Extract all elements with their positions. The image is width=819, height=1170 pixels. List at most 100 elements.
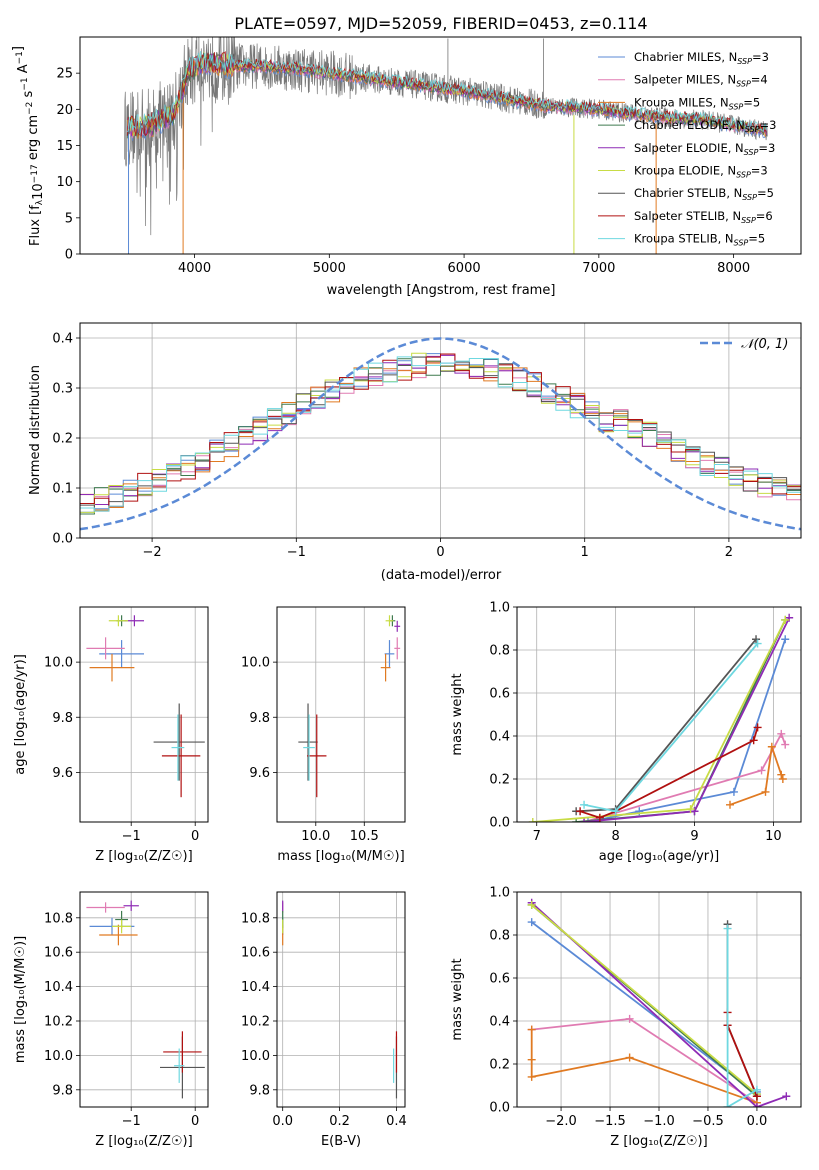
mass-weight-line	[726, 928, 758, 1107]
plus-marker	[595, 813, 604, 822]
plus-marker	[753, 723, 762, 732]
plus-marker	[580, 818, 589, 822]
y-tick-label: 0.4	[489, 730, 510, 745]
plus-marker	[753, 639, 762, 648]
plus-marker	[781, 615, 790, 624]
y-axis-label: mass weight	[450, 958, 465, 1040]
plus-marker	[528, 818, 537, 822]
x-tick-label: 4000	[178, 261, 211, 276]
histogram-step	[80, 353, 801, 507]
y-tick-label: 0.4	[52, 332, 73, 347]
y-tick-label: 1.0	[489, 886, 510, 901]
legend-label: Salpeter STELIB, NSSP=6	[634, 209, 773, 225]
y-tick-label: 0.2	[52, 432, 73, 447]
plus-marker	[757, 766, 766, 775]
plot-area	[528, 613, 794, 822]
y-tick-label: 10.8	[241, 911, 270, 926]
errorbar-point	[380, 653, 391, 682]
x-tick-label: 6000	[448, 261, 481, 276]
y-tick-label: 0.3	[52, 382, 73, 397]
x-tick-label: −1	[122, 1114, 141, 1129]
legend-label: Kroupa MILES, NSSP=5	[634, 95, 760, 111]
y-tick-label: 10.4	[44, 980, 73, 995]
x-tick-label: 10	[765, 829, 782, 844]
plus-marker	[752, 635, 761, 644]
errorbar-point	[112, 919, 132, 934]
legend-label: Salpeter ELODIE, NSSP=3	[634, 141, 775, 157]
y-tick-label: 0.6	[489, 972, 510, 987]
plus-marker	[527, 1055, 536, 1064]
plus-marker	[576, 807, 585, 816]
legend-label: Chabrier ELODIE, NSSP=3	[634, 118, 776, 134]
y-tick-label: 0.0	[52, 532, 73, 547]
y-tick-label: 10.4	[241, 980, 270, 995]
axes-frame	[516, 891, 802, 1108]
mass-weight-line	[531, 904, 758, 1095]
y-tick-label: 0.2	[489, 1058, 510, 1073]
plot-area	[527, 898, 791, 1107]
plus-marker	[752, 1103, 761, 1107]
x-tick-label: 2	[725, 545, 733, 560]
x-tick-label: 0.0	[747, 1114, 768, 1129]
errorbar-point	[99, 640, 144, 668]
x-axis-label: (data-model)/error	[381, 568, 502, 583]
mass-weight-line	[726, 924, 758, 1097]
x-tick-label: −2.0	[545, 1114, 577, 1129]
plus-marker	[527, 1072, 536, 1081]
x-tick-label: −1	[287, 545, 306, 560]
y-tick-label: 9.6	[249, 766, 270, 781]
axes-spectrum: 4000 5000 6000 7000 8000 0 5 10 15 20 25 wavelength…	[11, 36, 802, 298]
x-tick-label: 10.5	[350, 829, 379, 844]
legend: Chabrier MILES, NSSP=3 Salpeter MILES, NS…	[598, 50, 776, 248]
x-tick-label: 9	[690, 829, 698, 844]
x-tick-label: 0	[191, 1114, 199, 1129]
mass-weight-line	[531, 902, 787, 1107]
errorbar-point	[384, 640, 395, 668]
x-tick-label: 1	[581, 545, 589, 560]
plot-area	[86, 900, 205, 1099]
histogram-step	[80, 356, 801, 512]
axes-frame	[79, 606, 209, 823]
x-axis-label: Z [log₁₀(Z/Z☉)]	[95, 1134, 192, 1149]
plus-marker	[611, 807, 620, 816]
x-tick-label: 7	[533, 829, 541, 844]
x-axis-label: age [log₁₀(age/yr)]	[599, 849, 720, 864]
y-axis-label: mass weight	[450, 673, 465, 755]
y-tick-label: 10.0	[241, 656, 270, 671]
errorbar-point	[99, 924, 138, 946]
axes-mass-weight-vs-Z: −2.0 −1.5 −1.0 −0.5 0.0 0.0 0.2 0.4 0.6 0.8 1.0 Z […	[450, 886, 802, 1149]
y-tick-label: 10.0	[44, 1049, 73, 1064]
x-tick-label: 8000	[717, 261, 750, 276]
plus-marker	[752, 1085, 761, 1094]
errorbar-point	[153, 703, 205, 781]
x-tick-label: 0.2	[329, 1114, 350, 1129]
model-spectrum	[126, 51, 767, 137]
x-axis-label: Z [log₁₀(Z/Z☉)]	[95, 849, 192, 864]
plus-marker	[761, 787, 770, 796]
plot-area	[124, 37, 768, 254]
plus-marker	[749, 736, 758, 745]
y-tick-label: 0.8	[489, 644, 510, 659]
errorbar-point	[163, 1031, 202, 1073]
errorbar-point	[171, 714, 185, 781]
x-tick-label: 7000	[582, 261, 615, 276]
plus-marker	[777, 729, 786, 738]
y-tick-label: 10.2	[241, 1015, 270, 1030]
errorbar-point	[89, 653, 135, 682]
errorbar-point	[394, 637, 401, 660]
plus-marker	[781, 635, 790, 644]
x-tick-label: −1.0	[643, 1114, 675, 1129]
axes-age-vs-mass: 10.0 10.5 9.6 9.8 10.0 mass [log₁₀(M/M☉)]	[241, 606, 406, 864]
x-tick-label: −0.5	[692, 1114, 724, 1129]
axes-age-vs-Z: −1 0 9.6 9.8 10.0 Z [log₁₀(Z/Z☉)] age [log₁₀(a…	[13, 606, 209, 864]
x-tick-label: 5000	[313, 261, 346, 276]
plus-marker	[625, 1014, 634, 1023]
y-tick-label: 0.4	[489, 1015, 510, 1030]
y-axis-label: age [log₁₀(age/yr)]	[13, 654, 28, 775]
plot-area	[298, 615, 401, 798]
y-tick-label: 0	[65, 248, 73, 263]
x-axis-label: wavelength [Angstrom, rest frame]	[327, 283, 556, 298]
x-axis-label: Z [log₁₀(Z/Z☉)]	[610, 1134, 707, 1149]
errorbar-point	[174, 1048, 185, 1083]
plus-marker	[726, 800, 734, 809]
